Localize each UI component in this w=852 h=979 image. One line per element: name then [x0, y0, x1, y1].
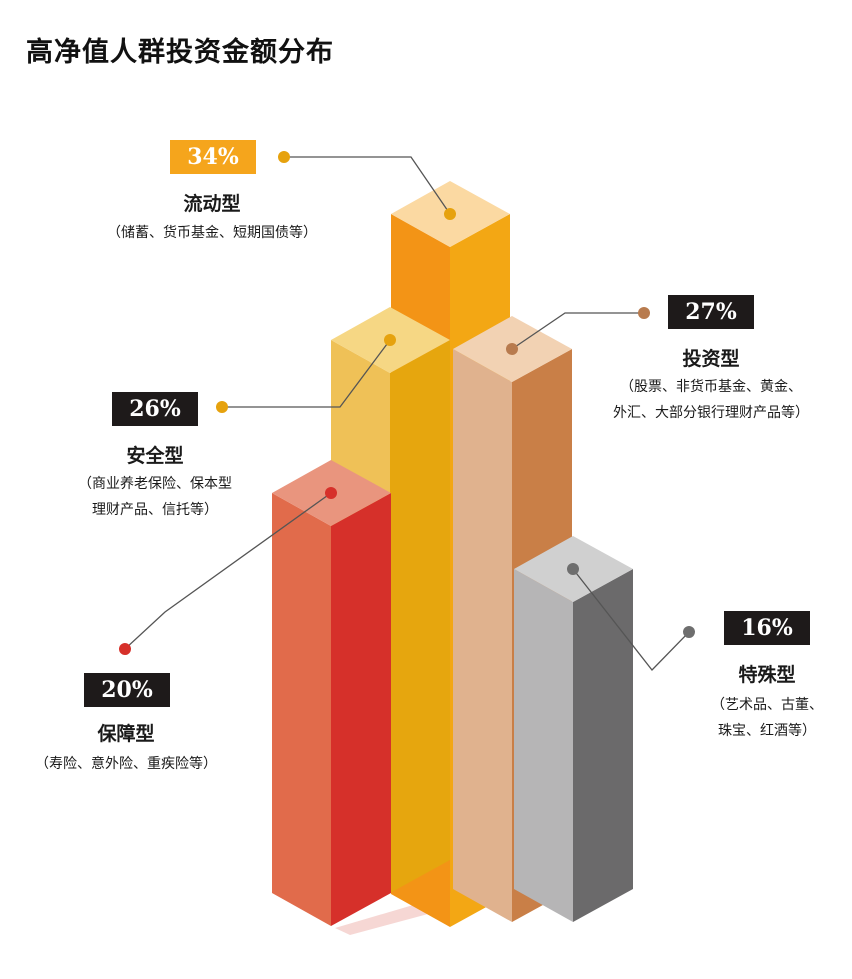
label-dot — [683, 626, 695, 638]
value-label: 27% — [668, 295, 754, 329]
value-label: 16% — [724, 611, 810, 645]
bar-side-face — [573, 569, 633, 922]
bar-front-face — [453, 349, 512, 922]
bar-front-face — [514, 569, 573, 922]
leader-line — [511, 312, 644, 350]
category-label: 保障型 — [97, 723, 155, 745]
category-description: （商业养老保险、保本型 — [78, 476, 232, 492]
leader-line — [284, 156, 451, 215]
label-dot — [638, 307, 650, 319]
value-label: 34% — [170, 140, 256, 174]
leader-line — [124, 492, 332, 650]
leader-line — [222, 339, 391, 408]
category-description: 理财产品、信托等） — [92, 502, 218, 518]
category-description: （股票、非货币基金、黄金、 — [620, 379, 802, 395]
value-label: 20% — [84, 673, 170, 707]
bar-top-dot — [444, 208, 456, 220]
category-label: 安全型 — [126, 445, 184, 467]
bar-top-dot — [567, 563, 579, 575]
category-description: 外汇、大部分银行理财产品等） — [613, 405, 809, 421]
bar-top-dot — [325, 487, 337, 499]
bar-front-face — [272, 493, 331, 926]
category-description: （储蓄、货币基金、短期国债等） — [107, 225, 317, 241]
chart-title: 高净值人群投资金额分布 — [26, 37, 334, 68]
label-dot — [278, 151, 290, 163]
category-description: （寿险、意外险、重疾险等） — [35, 756, 217, 772]
bar-top-dot — [384, 334, 396, 346]
label-dot — [119, 643, 131, 655]
leader-line — [572, 568, 690, 671]
label-dot — [216, 401, 228, 413]
value-label: 26% — [112, 392, 198, 426]
category-label: 特殊型 — [738, 664, 796, 686]
category-description: 珠宝、红酒等） — [718, 723, 816, 739]
bar-side-face — [331, 493, 391, 926]
bar-保障型 — [272, 460, 391, 926]
category-label: 投资型 — [682, 348, 740, 370]
bar-side-face — [390, 340, 450, 893]
category-description: （艺术品、古董、 — [711, 697, 823, 713]
category-label: 流动型 — [183, 193, 241, 215]
bar-特殊型 — [514, 536, 633, 922]
bar-top-dot — [506, 343, 518, 355]
